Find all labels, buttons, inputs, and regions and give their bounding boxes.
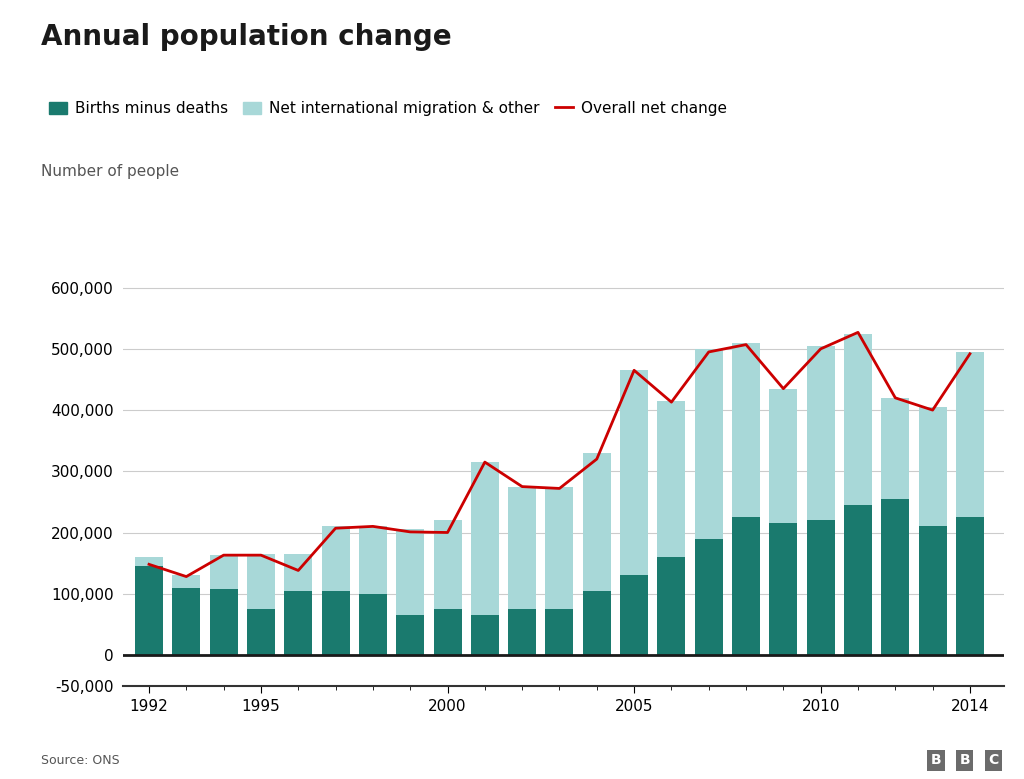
Bar <box>471 615 499 655</box>
Bar <box>732 343 760 517</box>
Bar <box>694 349 723 538</box>
Text: B: B <box>931 753 941 767</box>
Bar <box>396 530 424 615</box>
Bar <box>621 576 648 655</box>
Bar <box>546 609 573 655</box>
Bar <box>583 453 610 590</box>
Text: Source: ONS: Source: ONS <box>41 754 120 767</box>
Bar <box>508 487 537 609</box>
Legend: Births minus deaths, Net international migration & other, Overall net change: Births minus deaths, Net international m… <box>48 101 727 116</box>
Bar <box>508 609 537 655</box>
Text: Number of people: Number of people <box>41 164 179 178</box>
Bar <box>956 352 984 517</box>
Bar <box>769 389 798 523</box>
Bar <box>322 590 349 655</box>
Bar <box>433 520 462 609</box>
Bar <box>358 527 387 594</box>
Bar <box>769 523 798 655</box>
Bar <box>247 609 274 655</box>
Bar <box>471 462 499 615</box>
Bar <box>546 487 573 609</box>
Bar <box>919 407 946 527</box>
Bar <box>135 557 163 566</box>
Bar <box>844 333 872 505</box>
Bar <box>694 538 723 655</box>
Text: Annual population change: Annual population change <box>41 23 452 51</box>
Bar <box>807 346 835 520</box>
Bar <box>956 517 984 655</box>
Bar <box>583 590 610 655</box>
Bar <box>135 557 163 655</box>
Bar <box>657 401 685 557</box>
Bar <box>919 527 946 655</box>
Text: B: B <box>959 753 970 767</box>
Bar <box>396 615 424 655</box>
Bar <box>210 555 238 589</box>
Bar <box>172 576 201 587</box>
Bar <box>882 398 909 499</box>
Bar <box>172 587 201 655</box>
Bar <box>358 594 387 655</box>
Text: C: C <box>988 753 998 767</box>
Bar <box>732 517 760 655</box>
Bar <box>621 370 648 576</box>
Bar <box>433 609 462 655</box>
Bar <box>285 590 312 655</box>
Bar <box>285 554 312 590</box>
Bar <box>210 589 238 655</box>
Bar <box>882 499 909 655</box>
Bar <box>807 520 835 655</box>
Bar <box>247 554 274 609</box>
Bar <box>657 557 685 655</box>
Bar <box>322 527 349 590</box>
Bar <box>844 505 872 655</box>
